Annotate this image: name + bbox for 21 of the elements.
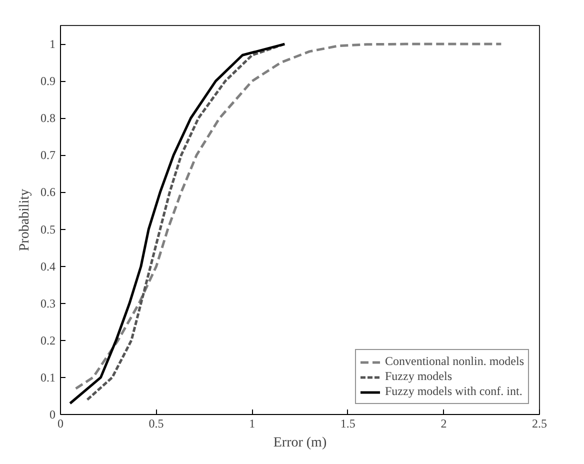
y-tick-label: 0.3 <box>40 296 56 310</box>
legend-label: Fuzzy models <box>385 369 452 384</box>
y-tick-label: 0.4 <box>40 259 56 274</box>
x-axis-title: Error (m) <box>273 436 327 450</box>
x-tick-label: 1.5 <box>340 416 356 430</box>
y-tick-label: 0.8 <box>40 111 56 126</box>
y-tick-label: 0.2 <box>40 333 56 348</box>
y-tick-label: 0.7 <box>40 148 56 162</box>
legend-label: Conventional nonlin. models <box>385 354 524 369</box>
y-tick-label: 0.1 <box>40 370 56 384</box>
legend-label: Fuzzy models with conf. int. <box>385 384 522 399</box>
x-tick-label: 1 <box>249 416 256 430</box>
x-tick-label: 0.5 <box>148 416 164 430</box>
y-tick-label: 0 <box>50 408 56 422</box>
x-tick-label: 2 <box>440 416 447 430</box>
y-tick-label: 0.5 <box>40 222 56 236</box>
y-tick-label: 1 <box>50 37 56 52</box>
y-axis-title: Probability <box>18 188 32 252</box>
y-tick-label: 0.6 <box>40 185 56 200</box>
y-tick-label: 0.9 <box>40 74 56 88</box>
x-tick-label: 2.5 <box>532 416 547 430</box>
